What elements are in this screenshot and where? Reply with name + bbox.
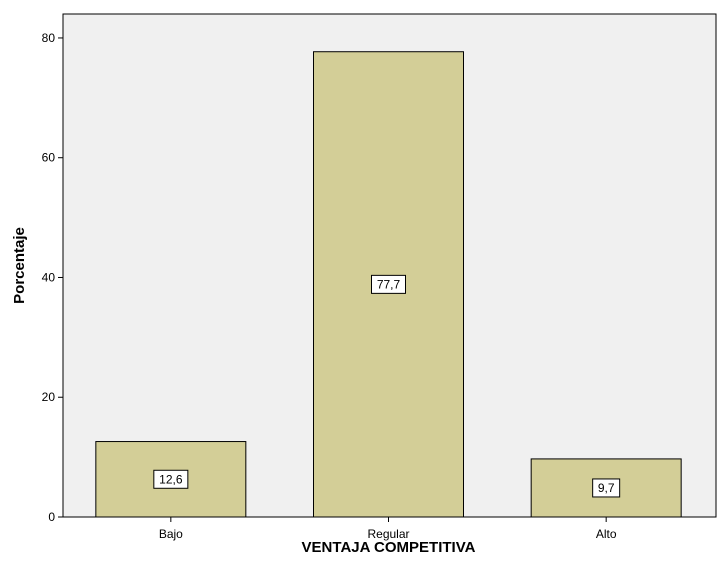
x-tick-label-bajo: Bajo <box>159 527 183 541</box>
x-axis: Bajo Regular Alto <box>63 516 716 541</box>
x-axis-title: VENTAJA COMPETITIVA <box>302 539 476 556</box>
y-tick-label: 40 <box>42 270 56 284</box>
data-label-box <box>371 274 406 294</box>
x-tick-label-alto: Alto <box>596 527 617 541</box>
y-axis: 0 20 40 60 80 <box>42 14 64 524</box>
data-labels: 12,6 77,7 9,7 <box>153 274 621 498</box>
data-label-bajo: 12,6 <box>159 472 183 486</box>
x-tick-label-regular: Regular <box>367 527 409 541</box>
data-label-box <box>153 469 189 489</box>
data-label-alto: 9,7 <box>598 481 615 495</box>
y-axis-title: Porcentaje <box>11 227 28 304</box>
y-tick-label: 20 <box>42 390 56 404</box>
data-label-regular: 77,7 <box>377 277 401 291</box>
y-tick-label: 0 <box>48 510 55 524</box>
data-label-box <box>592 478 621 498</box>
y-tick-label: 60 <box>42 151 56 165</box>
y-tick-label: 80 <box>42 31 56 45</box>
